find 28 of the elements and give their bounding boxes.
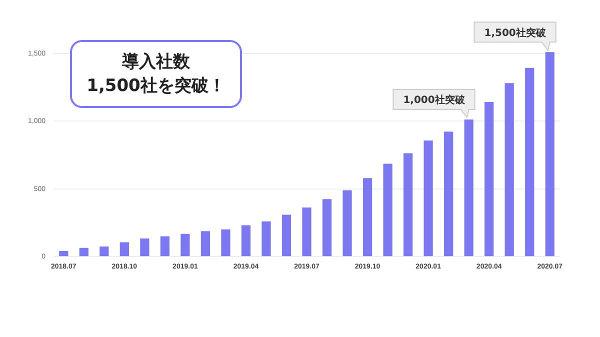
bar (403, 153, 413, 256)
bar (504, 83, 514, 256)
bar (160, 236, 170, 256)
bar (262, 221, 271, 256)
bar (383, 164, 392, 256)
bar (362, 178, 372, 256)
bar (59, 251, 68, 256)
bar (79, 248, 88, 256)
bar (424, 140, 433, 256)
bar (444, 132, 454, 256)
bar (120, 242, 129, 256)
bar (200, 231, 210, 256)
text: 導入社数 1,500社を突破！ (70, 40, 242, 108)
bar (525, 68, 534, 256)
bar (140, 238, 150, 256)
bar (484, 102, 494, 256)
bar (241, 225, 251, 256)
bar (100, 246, 109, 256)
text: 1,500社突破 (484, 26, 547, 39)
bar (342, 190, 352, 256)
bar (180, 234, 190, 256)
bar (322, 199, 332, 256)
bar (464, 119, 474, 256)
bar (302, 207, 312, 256)
bar (221, 229, 230, 256)
annotation: 1,000社突破 (403, 94, 466, 106)
bar (545, 52, 554, 256)
bar (282, 214, 292, 256)
